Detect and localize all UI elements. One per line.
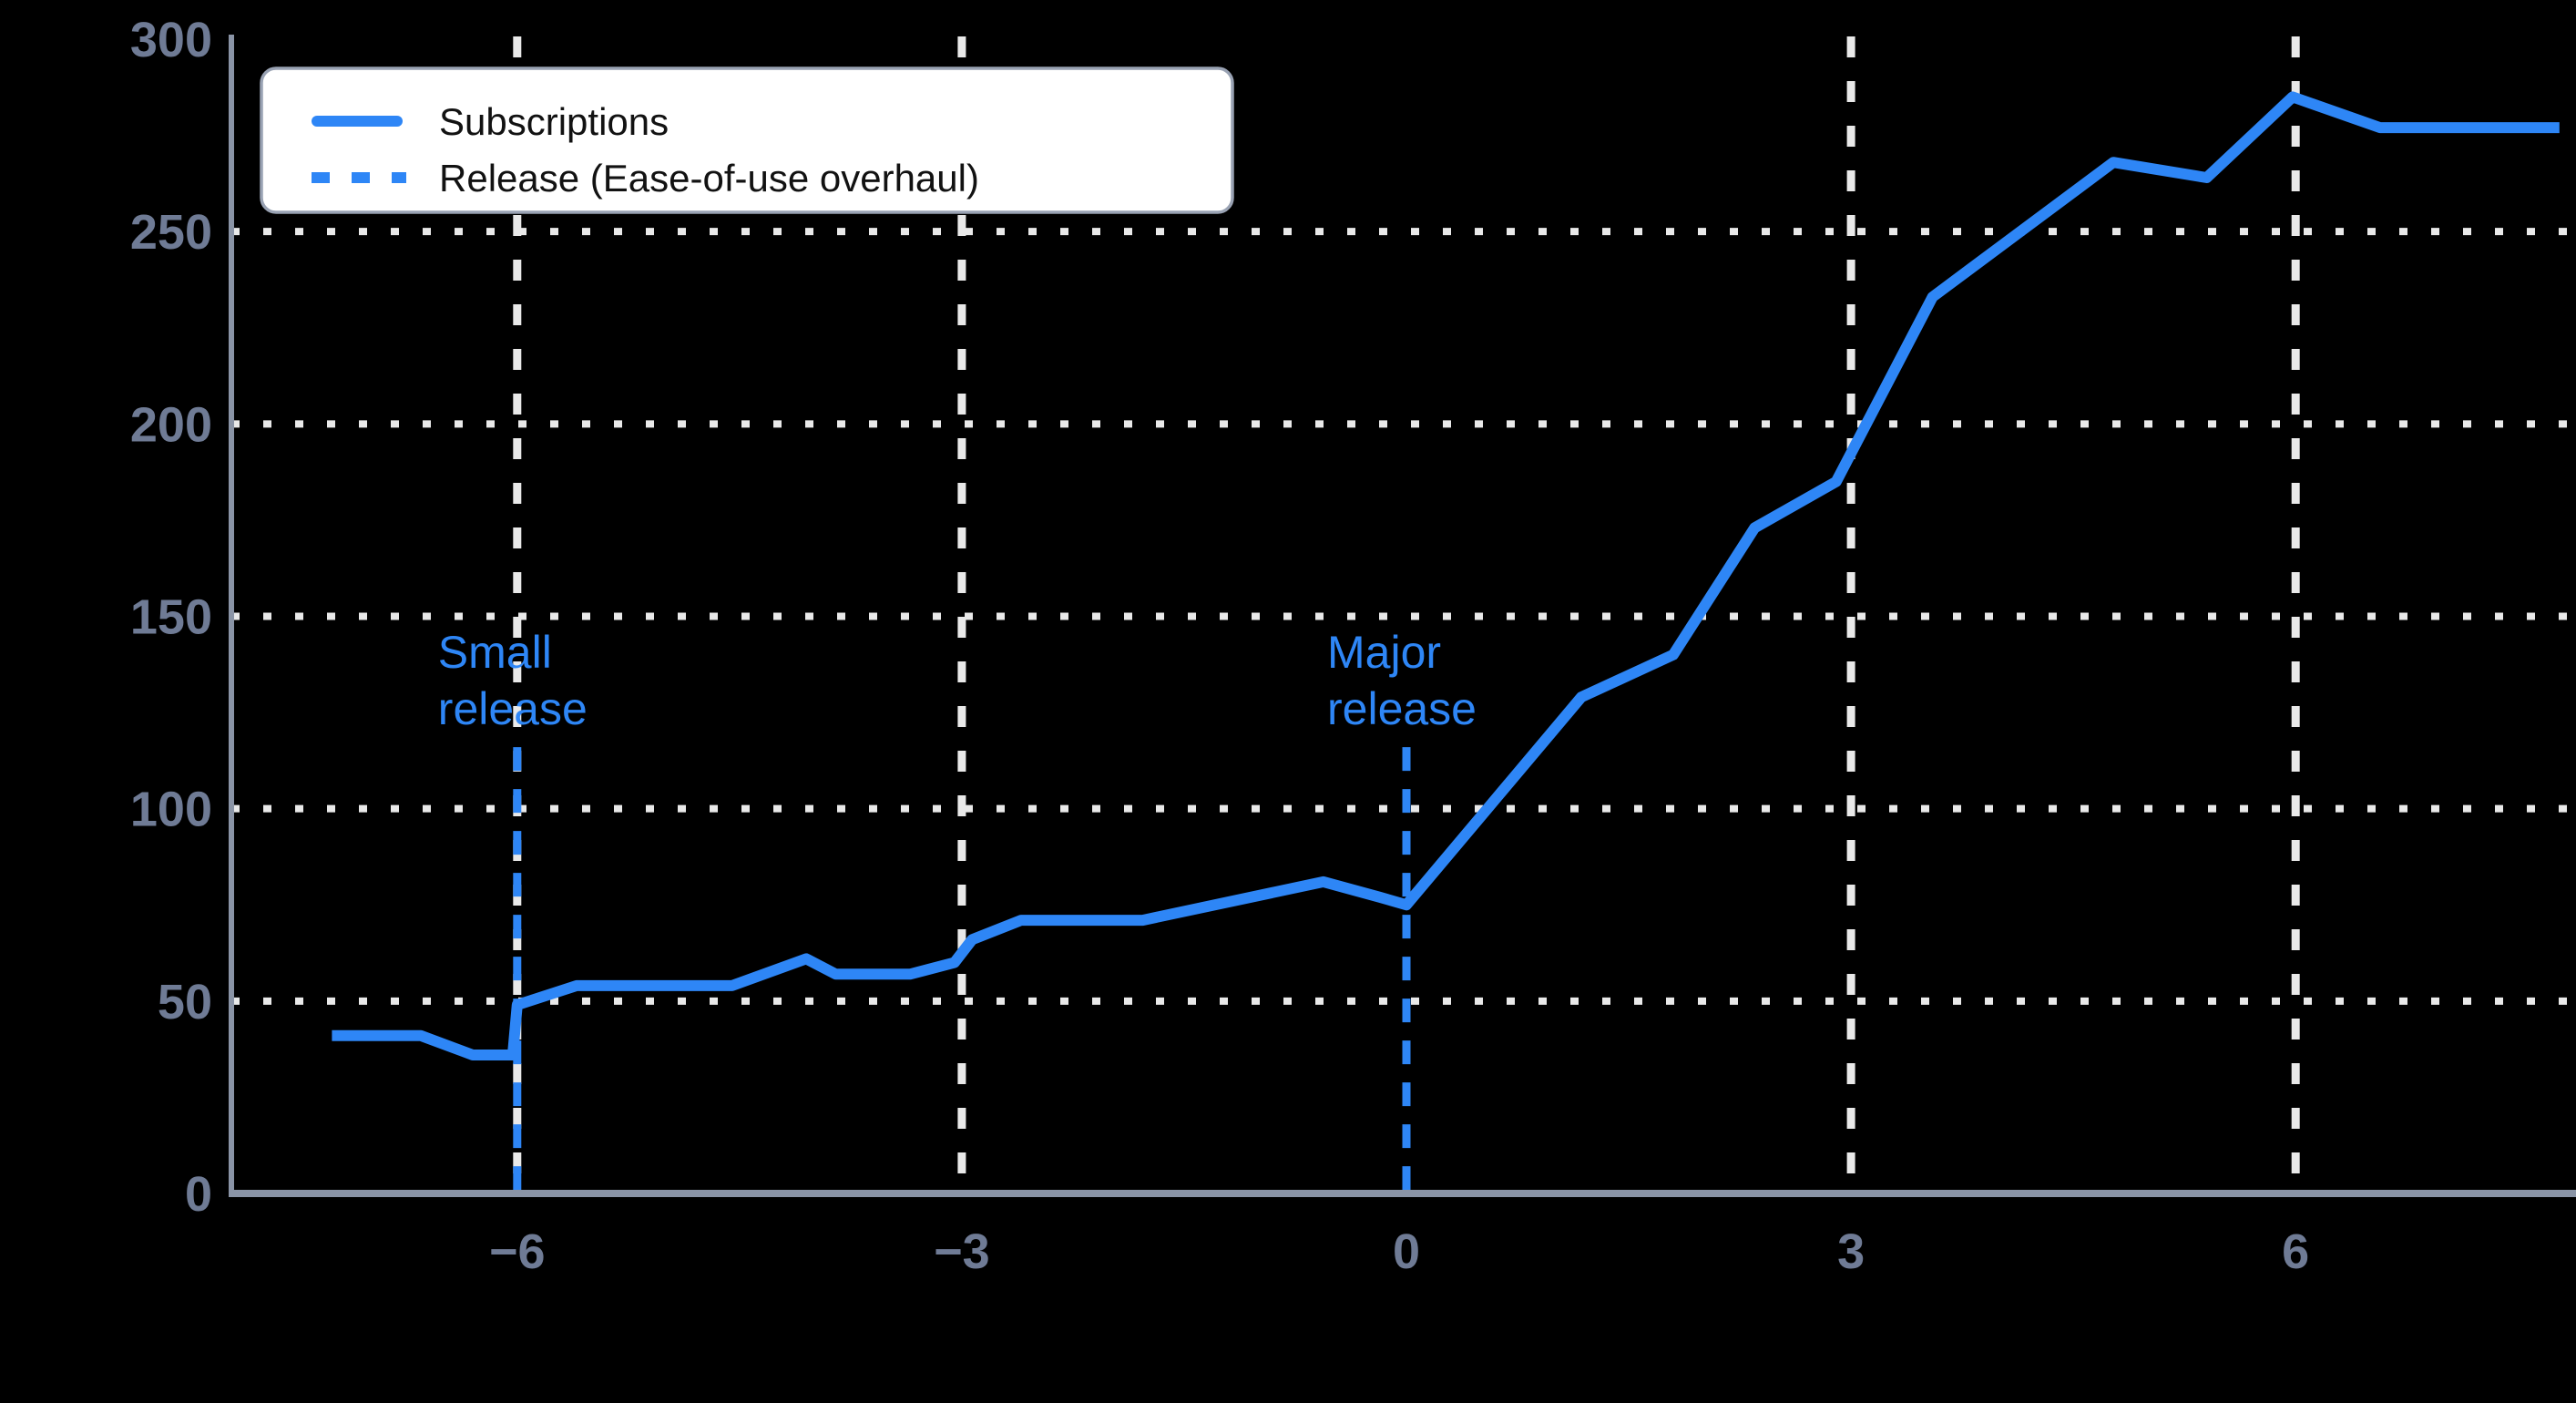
gridlines-vertical [513,36,2300,1190]
series-subscriptions [332,91,2560,1060]
subscriptions-line [332,91,2560,1060]
legend-box [260,67,1234,214]
gridlines-horizontal [231,228,2576,1005]
y-tick-100: 100 [130,783,212,837]
axes [229,35,2576,1197]
annotation-major-release-line1: Major [1327,627,1441,678]
x-tick-0: 0 [1393,1224,1420,1279]
release-marker-lines [513,747,1411,1190]
legend: Subscriptions Release (Ease-of-use overha… [260,67,1234,214]
y-tick-200: 200 [130,397,212,452]
legend-label-release: Release (Ease-of-use overhaul) [439,157,979,200]
x-tick-3: 3 [1837,1224,1865,1279]
y-tick-300: 300 [130,13,212,67]
x-tick-labels: −6 −3 0 3 6 [489,1224,2309,1279]
y-tick-250: 250 [130,205,212,260]
legend-label-subscriptions: Subscriptions [439,100,669,143]
annotation-small-release-line2: release [438,683,588,734]
y-tick-labels: 0 50 100 150 200 250 300 [130,13,212,1222]
legend-swatch-solid-line [312,116,403,127]
y-tick-0: 0 [185,1167,212,1222]
annotation-small-release-line1: Small [438,627,552,678]
annotation-major-release-line2: release [1327,683,1477,734]
x-tick--6: −6 [489,1224,546,1279]
x-tick-6: 6 [2282,1224,2309,1279]
y-tick-150: 150 [130,590,212,645]
x-tick--3: −3 [934,1224,990,1279]
y-tick-50: 50 [158,975,212,1029]
